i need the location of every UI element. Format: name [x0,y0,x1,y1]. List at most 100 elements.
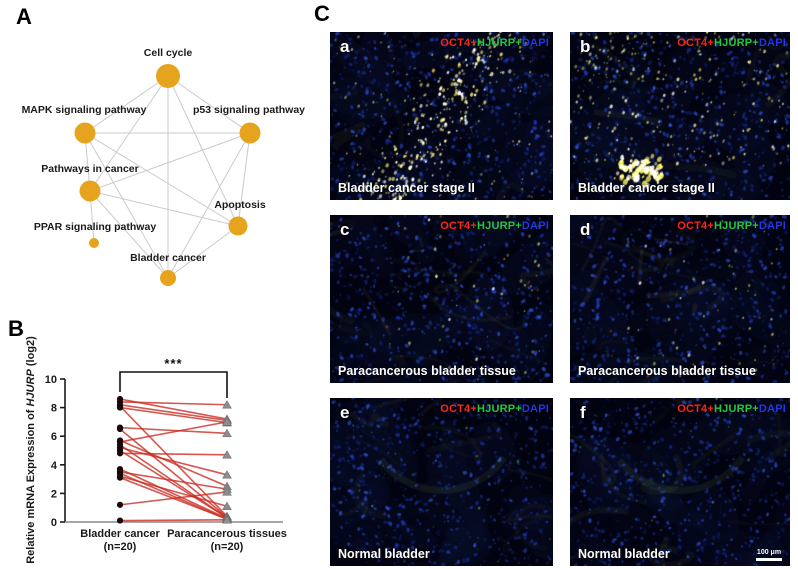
network-node-ppar [89,238,99,248]
stain-label-part: HJURP+ [476,220,522,232]
stain-label-part: OCT4+ [440,37,477,49]
network-node-cell_cycle [156,64,180,88]
micrograph-tile-d: d OCT4+HJURP+DAPI Paracancerous bladder ti… [570,215,790,383]
pair-line [119,401,228,406]
micrograph-tile-b: b OCT4+HJURP+DAPI Bladder cancer stage II [570,32,790,200]
paracancerous-point [222,450,232,459]
pair-line [119,421,228,443]
bladder-cancer-point [116,404,124,411]
group-label: Bladder cancer [80,528,160,540]
stain-label-part: HJURP+ [713,220,759,232]
network-node-label-pathways_cancer: Pathways in cancer [41,163,138,175]
stain-label: OCT4+HJURP+DAPI [677,403,786,415]
y-tick-label: 10 [45,374,57,386]
stain-label-part: OCT4+ [677,403,714,415]
stain-label-part: DAPI [521,403,549,415]
stain-label-part: DAPI [758,220,786,232]
panel-b-label: B [8,316,24,341]
pair-line [119,403,228,422]
stain-label-part: DAPI [758,403,786,415]
stain-label: OCT4+HJURP+DAPI [677,37,786,49]
pair-line [119,449,228,519]
pair-line [119,475,228,508]
network-node-label-cell_cycle: Cell cycle [144,47,193,59]
y-tick-label: 2 [51,488,57,500]
pair-line [119,519,228,522]
pair-line [119,446,228,476]
micrograph-image [570,215,790,383]
pair-line [119,439,228,487]
paracancerous-point [222,428,232,438]
paracancerous-point [222,501,232,510]
y-tick-label: 6 [51,431,57,443]
stain-label-part: HJURP+ [476,37,522,49]
network-node-label-mapk: MAPK signaling pathway [22,104,147,116]
stain-label: OCT4+HJURP+DAPI [440,403,549,415]
pair-line [119,452,228,456]
network-node-label-p53: p53 signaling pathway [193,104,305,116]
network-node-mapk [74,122,96,144]
scale-bar-label: 100 μm [756,548,782,556]
stain-label-part: HJURP+ [713,403,759,415]
micrograph-tile-e: e OCT4+HJURP+DAPI Normal bladder [330,398,553,566]
bladder-cancer-point [116,425,124,433]
paracancerous-point [222,470,232,479]
y-tick-label: 8 [51,403,57,415]
stain-label-part: DAPI [758,37,786,49]
scale-bar-line [756,558,782,561]
significance-stars: *** [164,356,182,371]
scale-bar: 100 μm [756,549,782,561]
pair-line [119,471,228,490]
pair-line [119,468,228,520]
network-edge [89,132,251,192]
micrograph-image [330,32,553,200]
micrograph-tile-c: c OCT4+HJURP+DAPI Paracancerous bladder ti… [330,215,553,383]
network-edge [237,132,251,227]
network-node-label-ppar: PPAR signaling pathway [34,221,156,233]
network-node-label-apoptosis: Apoptosis [214,199,265,211]
tissue-caption: Normal bladder [578,547,670,561]
stain-label-part: HJURP+ [476,403,522,415]
network-edge [84,132,239,227]
micrograph-image [570,398,790,566]
network-edge [84,132,169,279]
tissue-caption: Bladder cancer stage II [338,181,475,195]
micrograph-tile-f: f OCT4+HJURP+DAPI Normal bladder 100 μm [570,398,790,566]
pair-line [119,426,228,435]
tissue-caption: Paracancerous bladder tissue [578,364,756,378]
stain-label-part: OCT4+ [677,37,714,49]
group-label: Paracancerous tissues [167,528,287,540]
stain-label-part: OCT4+ [440,403,477,415]
panel-c-label: C [314,1,330,26]
stain-label-part: DAPI [521,220,549,232]
micrograph-tile-a: a OCT4+HJURP+DAPI Bladder cancer stage II [330,32,553,200]
group-sublabel: (n=20) [211,541,244,553]
micrograph-letter: d [580,220,591,239]
stain-label: OCT4+HJURP+DAPI [440,37,549,49]
network-edge [167,225,239,279]
bladder-cancer-point [116,474,124,481]
stain-label-part: HJURP+ [713,37,759,49]
network-edge [167,132,251,279]
micrograph-letter: a [340,37,350,56]
bladder-cancer-point [116,517,124,524]
stain-label-part: OCT4+ [440,220,477,232]
y-axis-title: Relative mRNA Expression of HJURP (log2) [25,336,37,564]
micrograph-image [570,32,790,200]
paracancerous-point [222,515,232,524]
micrograph-image [330,215,553,383]
paracancerous-point [222,400,232,409]
panel-a-label: A [16,4,32,29]
micrograph-letter: b [580,37,591,56]
micrograph-image [330,398,553,566]
tissue-caption: Paracancerous bladder tissue [338,364,516,378]
stain-label-part: OCT4+ [677,220,714,232]
y-tick-label: 0 [51,517,57,529]
network-edge [167,75,239,227]
network-node-apoptosis [228,216,248,236]
group-sublabel: (n=20) [104,541,137,553]
stain-label-part: DAPI [521,37,549,49]
tissue-caption: Bladder cancer stage II [578,181,715,195]
